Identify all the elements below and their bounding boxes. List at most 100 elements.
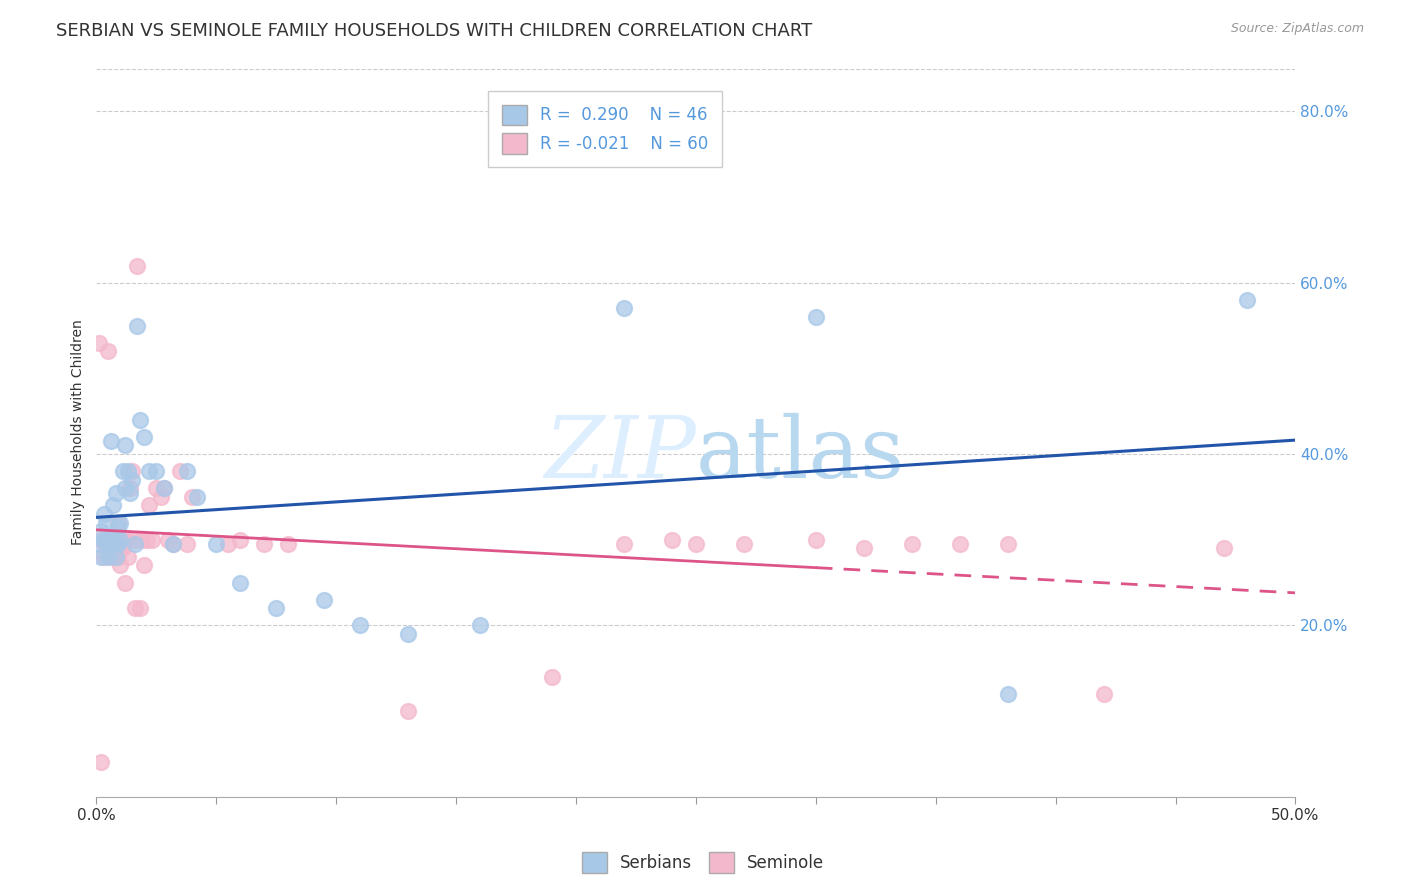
Point bbox=[138, 464, 160, 478]
Point bbox=[90, 533, 112, 547]
Point bbox=[104, 549, 127, 564]
Point bbox=[804, 533, 827, 547]
Point bbox=[110, 516, 132, 530]
Point bbox=[152, 481, 174, 495]
Point bbox=[107, 537, 129, 551]
Point bbox=[733, 537, 755, 551]
Point bbox=[97, 533, 120, 547]
Point bbox=[124, 537, 146, 551]
Text: SERBIAN VS SEMINOLE FAMILY HOUSEHOLDS WITH CHILDREN CORRELATION CHART: SERBIAN VS SEMINOLE FAMILY HOUSEHOLDS WI… bbox=[56, 22, 813, 40]
Point bbox=[94, 533, 117, 547]
Point bbox=[114, 575, 136, 590]
Point bbox=[205, 537, 228, 551]
Point bbox=[162, 537, 184, 551]
Point bbox=[141, 533, 163, 547]
Point bbox=[685, 537, 707, 551]
Y-axis label: Family Households with Children: Family Households with Children bbox=[72, 319, 86, 546]
Point bbox=[162, 537, 184, 551]
Point bbox=[229, 533, 252, 547]
Point bbox=[97, 549, 120, 564]
Point bbox=[114, 438, 136, 452]
Point bbox=[804, 310, 827, 324]
Point bbox=[90, 524, 112, 538]
Point bbox=[131, 533, 153, 547]
Point bbox=[135, 533, 157, 547]
Point bbox=[114, 481, 136, 495]
Point bbox=[264, 601, 287, 615]
Point bbox=[117, 549, 139, 564]
Point bbox=[87, 537, 110, 551]
Point bbox=[150, 490, 173, 504]
Point bbox=[107, 520, 129, 534]
Point bbox=[101, 537, 124, 551]
Point bbox=[134, 558, 156, 573]
Point bbox=[1092, 687, 1115, 701]
Point bbox=[541, 670, 564, 684]
Point bbox=[101, 499, 124, 513]
Point bbox=[104, 549, 127, 564]
Text: Source: ZipAtlas.com: Source: ZipAtlas.com bbox=[1230, 22, 1364, 36]
Point bbox=[661, 533, 683, 547]
Point bbox=[613, 301, 636, 316]
Point bbox=[128, 413, 150, 427]
Point bbox=[93, 507, 115, 521]
Point bbox=[152, 481, 174, 495]
Point bbox=[314, 592, 336, 607]
Point bbox=[176, 537, 198, 551]
Point bbox=[145, 481, 167, 495]
Point bbox=[121, 464, 143, 478]
Text: ZIP: ZIP bbox=[544, 413, 696, 496]
Point bbox=[1212, 541, 1234, 556]
Point bbox=[100, 537, 122, 551]
Point bbox=[110, 541, 132, 556]
Point bbox=[997, 537, 1019, 551]
Point bbox=[145, 464, 167, 478]
Point bbox=[101, 533, 124, 547]
Point bbox=[104, 533, 127, 547]
Point bbox=[128, 601, 150, 615]
Text: atlas: atlas bbox=[696, 413, 905, 496]
Point bbox=[157, 533, 180, 547]
Point bbox=[93, 549, 115, 564]
Point bbox=[117, 533, 139, 547]
Point bbox=[101, 549, 124, 564]
Point bbox=[114, 533, 136, 547]
Point bbox=[110, 533, 132, 547]
Point bbox=[349, 618, 371, 632]
Point bbox=[396, 627, 419, 641]
Point bbox=[94, 516, 117, 530]
Point bbox=[87, 335, 110, 350]
Point bbox=[900, 537, 922, 551]
Point bbox=[613, 537, 636, 551]
Point bbox=[90, 756, 112, 770]
Point bbox=[97, 344, 120, 359]
Point bbox=[121, 473, 143, 487]
Point bbox=[127, 259, 149, 273]
Legend: R =  0.290    N = 46, R = -0.021    N = 60: R = 0.290 N = 46, R = -0.021 N = 60 bbox=[488, 91, 721, 167]
Point bbox=[97, 533, 120, 547]
Point bbox=[949, 537, 972, 551]
Point bbox=[117, 464, 139, 478]
Point bbox=[111, 464, 134, 478]
Point bbox=[111, 541, 134, 556]
Point bbox=[94, 541, 117, 556]
Point bbox=[169, 464, 191, 478]
Point bbox=[100, 537, 122, 551]
Point bbox=[997, 687, 1019, 701]
Point bbox=[118, 481, 141, 495]
Point bbox=[100, 533, 122, 547]
Point bbox=[104, 485, 127, 500]
Point bbox=[90, 549, 112, 564]
Point bbox=[396, 704, 419, 718]
Point bbox=[217, 537, 239, 551]
Point bbox=[107, 549, 129, 564]
Point bbox=[124, 533, 146, 547]
Point bbox=[134, 430, 156, 444]
Point bbox=[277, 537, 299, 551]
Point bbox=[852, 541, 875, 556]
Point bbox=[111, 533, 134, 547]
Point bbox=[93, 533, 115, 547]
Point bbox=[253, 537, 276, 551]
Point bbox=[181, 490, 204, 504]
Point bbox=[118, 485, 141, 500]
